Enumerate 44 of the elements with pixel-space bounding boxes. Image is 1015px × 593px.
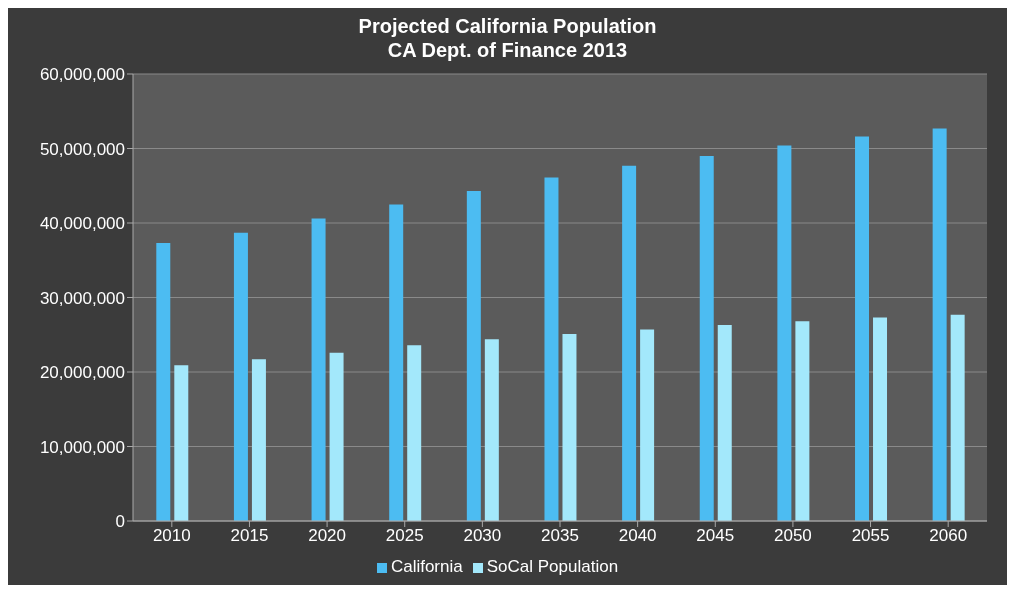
bar [562,334,577,521]
x-tick-label: 2010 [152,526,191,546]
bar [174,365,189,521]
chart-title: Projected California Population [357,14,658,38]
bar [777,145,792,521]
bar [233,232,248,521]
bar [407,345,422,521]
x-tick-label: 2025 [385,526,424,546]
chart-subtitle: CA Dept. of Finance 2013 [386,38,629,62]
y-tick-label: 40,000,000 [39,214,125,234]
bar [717,325,732,521]
bar [699,155,714,521]
bar [795,321,810,521]
bar [484,339,499,521]
bar [855,136,870,521]
bar [950,314,965,521]
bar [622,165,637,521]
x-tick-label: 2035 [541,526,579,546]
y-tick-label: 30,000,000 [39,288,125,308]
x-tick-label: 2050 [774,526,812,546]
y-tick-label: 50,000,000 [39,139,125,159]
bar [156,243,171,521]
x-tick-label: 2030 [463,526,502,546]
y-tick-label: 10,000,000 [39,437,125,457]
bar [251,359,266,521]
x-tick-label: 2020 [308,526,346,546]
bar [932,128,947,521]
bar [389,204,404,521]
y-tick-label: 0 [115,512,125,532]
bar [466,190,481,521]
x-tick-label: 2015 [230,526,269,546]
bar [640,329,655,521]
x-tick-label: 2040 [618,526,657,546]
bar [311,218,326,521]
x-tick-label: 2045 [696,526,735,546]
legend-label: SoCal Population [486,557,619,576]
y-tick-label: 60,000,000 [39,65,125,85]
y-tick-label: 20,000,000 [39,363,125,383]
bar [544,177,559,521]
legend-label: California [390,557,463,576]
x-tick-label: 2055 [851,526,890,546]
bar [329,352,344,521]
x-tick-label: 2060 [929,526,968,546]
bar [873,317,888,521]
